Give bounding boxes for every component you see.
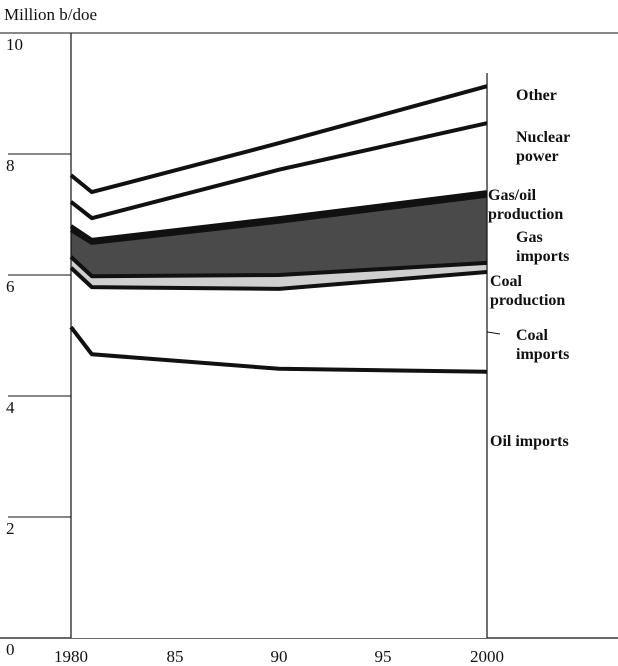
area: [71, 123, 487, 240]
series-label: Other: [516, 87, 557, 104]
series-line: [69, 84, 488, 195]
series-label: Coal production: [490, 273, 566, 309]
series-line: [69, 266, 488, 291]
area: [71, 86, 487, 219]
x-tick-label: 2000: [470, 647, 504, 666]
area: [71, 195, 487, 277]
series-label: Coal imports: [516, 327, 570, 363]
x-tick-label: 1980: [54, 647, 88, 666]
y-tick-label: 2: [6, 519, 15, 538]
area: [71, 267, 487, 372]
series-line: [69, 190, 488, 242]
series-line: [69, 325, 488, 374]
series-label: Gas/oil production: [488, 187, 564, 223]
area: [71, 327, 487, 638]
x-tick-label: 90: [271, 647, 288, 666]
area: [71, 256, 487, 289]
y-tick-label: 10: [6, 35, 23, 54]
y-tick-label: 6: [6, 277, 15, 296]
series-label: Nuclear power: [516, 129, 570, 165]
y-tick-label: 4: [6, 398, 15, 417]
y-tick-label: 0: [6, 640, 15, 659]
series-label: Oil imports: [490, 433, 569, 450]
y-axis-label: Million b/doe: [4, 5, 97, 24]
series-line: [69, 121, 488, 221]
y-tick-label: 8: [6, 156, 15, 175]
series-label: Gas imports: [516, 229, 570, 265]
series-line: [69, 193, 488, 245]
x-tick-label: 85: [167, 647, 184, 666]
x-tick-label: 95: [375, 647, 392, 666]
series-line: [69, 255, 488, 279]
